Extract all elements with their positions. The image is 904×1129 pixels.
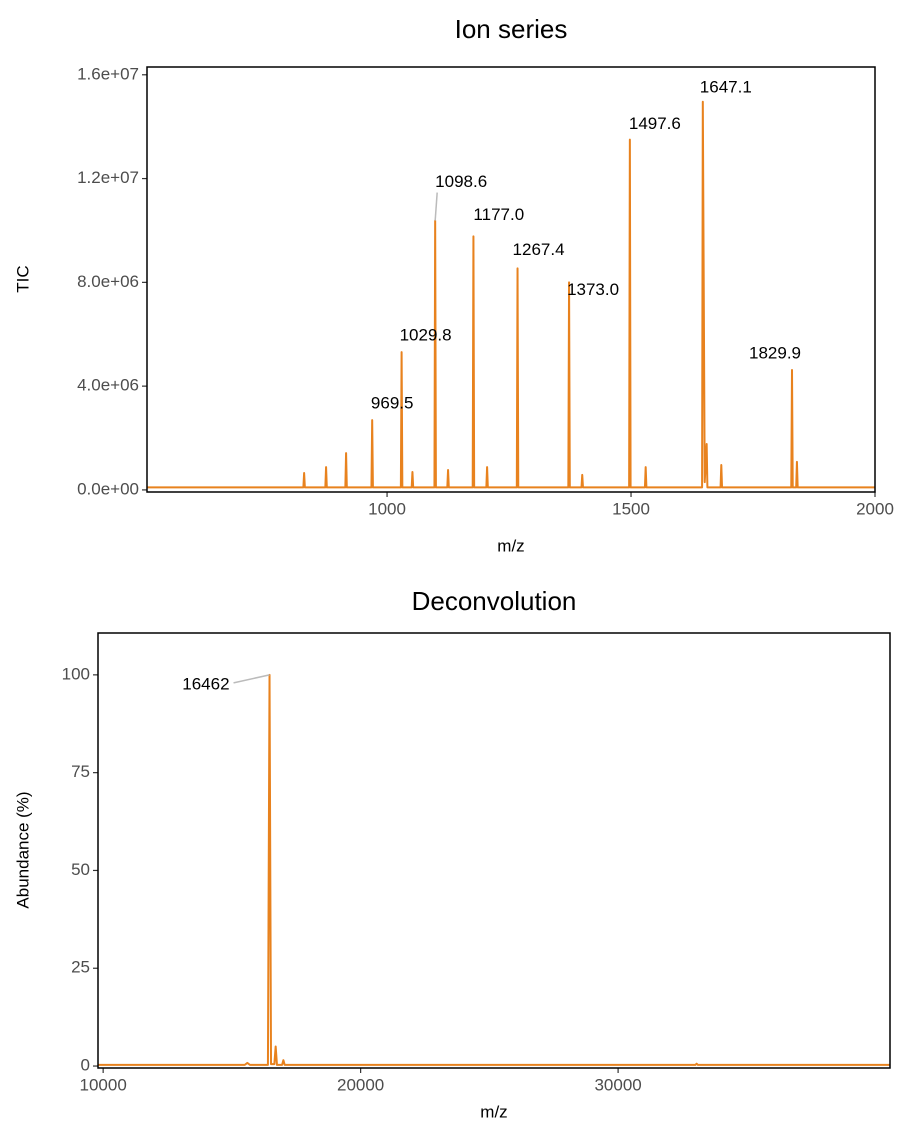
x-tick-label: 1500 <box>612 499 650 518</box>
y-axis-label: TIC <box>13 265 32 292</box>
x-tick-label: 2000 <box>856 499 894 518</box>
plot-frame <box>97 632 891 1069</box>
chart-title: Ion series <box>455 14 568 44</box>
peak-label: 1373.0 <box>567 280 619 299</box>
peak-label: 969.5 <box>371 394 414 413</box>
peak-label: 1829.9 <box>749 344 801 363</box>
y-tick-label: 100 <box>62 664 90 683</box>
y-tick-label: 1.6e+07 <box>77 64 139 83</box>
spectrum-line <box>147 100 875 489</box>
x-tick-label: 10000 <box>80 1075 127 1094</box>
y-tick-label: 8.0e+06 <box>77 272 139 291</box>
y-tick-label: 50 <box>71 860 90 879</box>
y-tick-label: 1.2e+07 <box>77 168 139 187</box>
peak-label: 1098.6 <box>435 172 487 191</box>
annotation-connector <box>233 674 270 684</box>
x-tick-label: 30000 <box>594 1075 641 1094</box>
annotation-connector <box>434 192 438 221</box>
y-tick-label: 25 <box>71 958 90 977</box>
plot-frame <box>146 66 876 493</box>
y-tick-label: 0.0e+00 <box>77 479 139 498</box>
peak-label: 1267.4 <box>513 240 565 259</box>
y-tick-label: 75 <box>71 762 90 781</box>
y-tick-label: 4.0e+06 <box>77 376 139 395</box>
y-axis-label: Abundance (%) <box>13 791 32 908</box>
x-tick-label: 1000 <box>368 499 406 518</box>
x-axis-label: m/z <box>480 1102 507 1121</box>
x-tick-label: 20000 <box>337 1075 384 1094</box>
y-tick-label: 0 <box>81 1056 90 1075</box>
peak-label: 1177.0 <box>473 205 524 224</box>
peak-label: 16462 <box>182 674 229 693</box>
peak-label: 1029.8 <box>400 326 452 345</box>
x-axis-label: m/z <box>497 536 524 555</box>
chart-title: Deconvolution <box>412 586 577 616</box>
peak-label: 1497.6 <box>629 114 681 133</box>
peak-label: 1647.1 <box>700 77 752 96</box>
spectrum-line <box>98 673 890 1066</box>
